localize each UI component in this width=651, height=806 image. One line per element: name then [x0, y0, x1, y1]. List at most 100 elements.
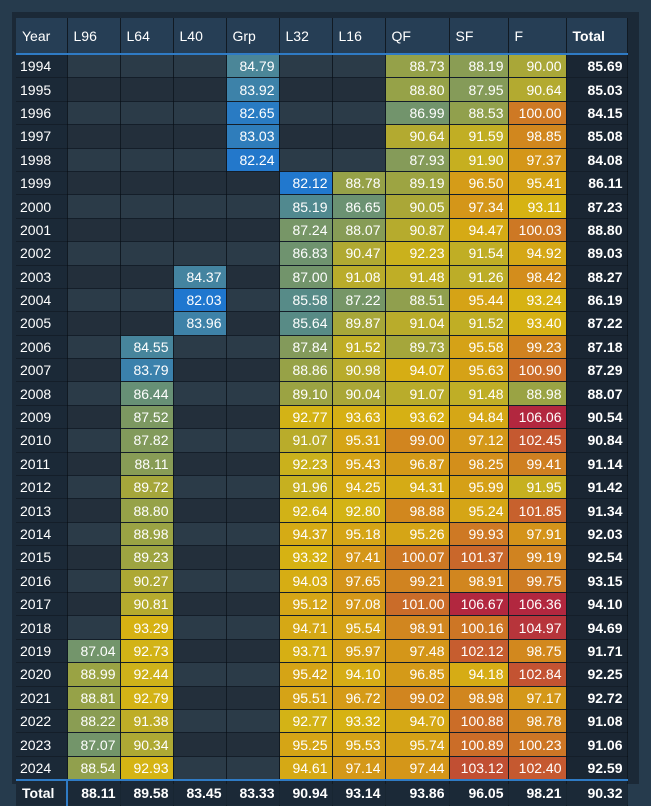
value-cell[interactable]: 97.48	[385, 639, 450, 664]
value-cell[interactable]: 99.19	[508, 545, 567, 570]
value-cell[interactable]: 98.42	[508, 265, 567, 289]
empty-cell[interactable]	[332, 148, 386, 172]
empty-cell[interactable]	[173, 241, 227, 266]
row-header-year[interactable]: 2010	[16, 428, 68, 453]
empty-cell[interactable]	[67, 241, 121, 266]
value-cell[interactable]: 82.12	[279, 171, 333, 196]
empty-cell[interactable]	[173, 381, 227, 406]
row-total-cell[interactable]: 87.18	[566, 335, 628, 360]
empty-cell[interactable]	[226, 756, 280, 781]
row-total-cell[interactable]: 91.71	[566, 639, 628, 664]
value-cell[interactable]: 91.08	[332, 265, 386, 289]
empty-cell[interactable]	[67, 194, 121, 219]
row-total-cell[interactable]: 85.03	[566, 77, 628, 102]
value-cell[interactable]: 89.72	[120, 475, 174, 500]
value-cell[interactable]: 102.12	[449, 639, 509, 664]
row-header-year[interactable]: 2013	[16, 498, 68, 523]
empty-cell[interactable]	[226, 545, 280, 570]
row-total-cell[interactable]: 91.34	[566, 498, 628, 523]
value-cell[interactable]: 88.98	[508, 381, 567, 406]
value-cell[interactable]: 88.98	[120, 522, 174, 547]
value-cell[interactable]: 94.07	[385, 358, 450, 383]
value-cell[interactable]: 91.59	[449, 124, 509, 149]
value-cell[interactable]: 100.23	[508, 732, 567, 757]
value-cell[interactable]: 87.22	[332, 288, 386, 313]
value-cell[interactable]: 100.00	[508, 101, 567, 126]
empty-cell[interactable]	[120, 288, 174, 313]
value-cell[interactable]: 106.06	[508, 405, 567, 430]
value-cell[interactable]: 99.00	[385, 428, 450, 453]
value-cell[interactable]: 88.78	[332, 171, 386, 196]
value-cell[interactable]: 100.16	[449, 615, 509, 640]
row-total-cell[interactable]: 88.27	[566, 265, 628, 289]
column-header-year[interactable]: Year	[16, 18, 68, 55]
value-cell[interactable]: 95.97	[332, 639, 386, 664]
empty-cell[interactable]	[67, 592, 121, 617]
value-cell[interactable]: 90.04	[332, 381, 386, 406]
column-header-l64[interactable]: L64	[120, 18, 174, 55]
value-cell[interactable]: 95.58	[449, 335, 509, 360]
value-cell[interactable]: 90.98	[332, 358, 386, 383]
column-total-cell[interactable]: 89.58	[120, 779, 174, 806]
value-cell[interactable]: 95.44	[449, 288, 509, 313]
row-total-cell[interactable]: 91.06	[566, 732, 628, 757]
row-header-year[interactable]: 2011	[16, 452, 68, 477]
value-cell[interactable]: 91.48	[449, 381, 509, 406]
column-header-l40[interactable]: L40	[173, 18, 227, 55]
value-cell[interactable]: 88.80	[385, 77, 450, 102]
value-cell[interactable]: 85.58	[279, 288, 333, 313]
empty-cell[interactable]	[120, 241, 174, 266]
value-cell[interactable]: 88.53	[449, 101, 509, 126]
empty-cell[interactable]	[226, 615, 280, 640]
value-cell[interactable]: 94.61	[279, 756, 333, 781]
row-total-cell[interactable]: 88.07	[566, 381, 628, 406]
empty-cell[interactable]	[173, 54, 227, 79]
value-cell[interactable]: 106.67	[449, 592, 509, 617]
row-total-cell[interactable]: 87.22	[566, 311, 628, 336]
empty-cell[interactable]	[226, 686, 280, 710]
value-cell[interactable]: 89.73	[385, 335, 450, 360]
row-total-cell[interactable]: 93.15	[566, 569, 628, 593]
value-cell[interactable]: 83.79	[120, 358, 174, 383]
row-header-year[interactable]: 2009	[16, 405, 68, 430]
empty-cell[interactable]	[279, 54, 333, 79]
value-cell[interactable]: 100.89	[449, 732, 509, 757]
column-header-total[interactable]: Total	[566, 18, 628, 55]
row-total-cell[interactable]: 84.15	[566, 101, 628, 126]
value-cell[interactable]: 86.44	[120, 381, 174, 406]
value-cell[interactable]: 89.87	[332, 311, 386, 336]
row-header-year[interactable]: 2002	[16, 241, 68, 266]
empty-cell[interactable]	[279, 148, 333, 172]
value-cell[interactable]: 97.44	[385, 756, 450, 781]
value-cell[interactable]: 91.96	[279, 475, 333, 500]
value-cell[interactable]: 97.41	[332, 545, 386, 570]
value-cell[interactable]: 100.88	[449, 709, 509, 734]
empty-cell[interactable]	[67, 265, 121, 289]
empty-cell[interactable]	[279, 101, 333, 126]
empty-cell[interactable]	[226, 452, 280, 477]
value-cell[interactable]: 95.18	[332, 522, 386, 547]
empty-cell[interactable]	[226, 592, 280, 617]
row-header-year[interactable]: 2014	[16, 522, 68, 547]
row-total-cell[interactable]: 92.72	[566, 686, 628, 710]
value-cell[interactable]: 96.72	[332, 686, 386, 710]
value-cell[interactable]: 88.86	[279, 358, 333, 383]
value-cell[interactable]: 99.23	[508, 335, 567, 360]
value-cell[interactable]: 90.81	[120, 592, 174, 617]
column-header-grp[interactable]: Grp	[226, 18, 280, 55]
empty-cell[interactable]	[67, 452, 121, 477]
empty-cell[interactable]	[332, 77, 386, 102]
value-cell[interactable]: 98.78	[508, 709, 567, 734]
empty-cell[interactable]	[173, 615, 227, 640]
value-cell[interactable]: 100.90	[508, 358, 567, 383]
value-cell[interactable]: 91.52	[449, 311, 509, 336]
empty-cell[interactable]	[173, 639, 227, 664]
value-cell[interactable]: 95.41	[508, 171, 567, 196]
value-cell[interactable]: 88.19	[449, 54, 509, 79]
value-cell[interactable]: 95.43	[332, 452, 386, 477]
empty-cell[interactable]	[120, 265, 174, 289]
value-cell[interactable]: 93.62	[385, 405, 450, 430]
value-cell[interactable]: 97.08	[332, 592, 386, 617]
empty-cell[interactable]	[332, 54, 386, 79]
value-cell[interactable]: 101.00	[385, 592, 450, 617]
